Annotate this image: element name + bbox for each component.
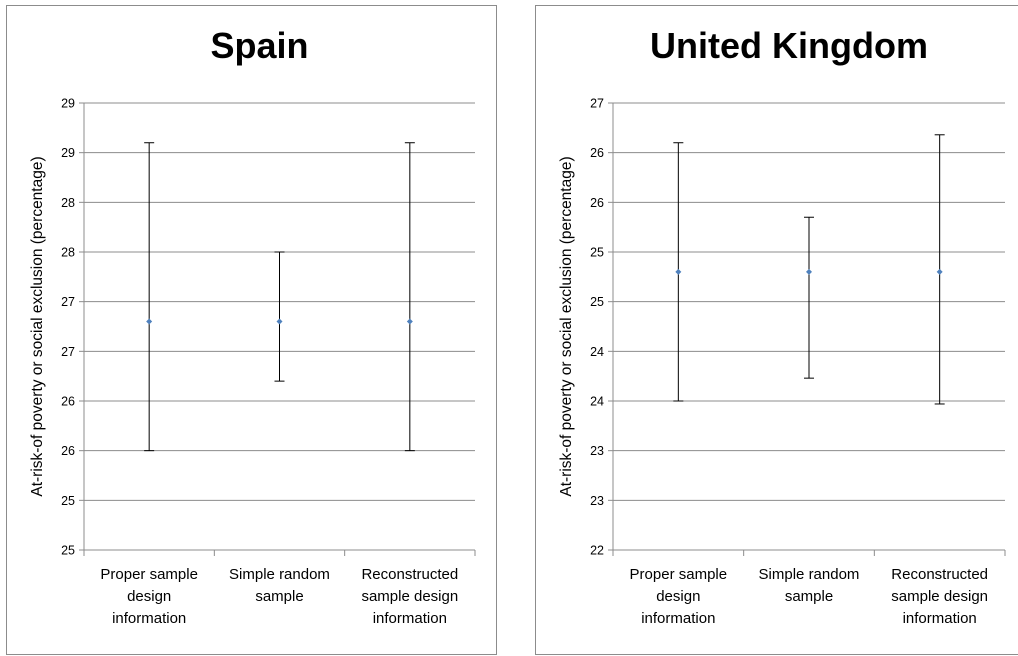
y-tick-label: 26	[61, 395, 75, 409]
category-label: Proper sample design information	[630, 566, 728, 627]
category-label-line: Simple random	[229, 566, 330, 583]
y-tick-label: 24	[590, 395, 604, 409]
y-tick-label: 27	[61, 295, 75, 309]
category-label-line: sample	[255, 588, 303, 605]
category-label-line: design	[656, 588, 700, 605]
y-tick-label: 24	[590, 345, 604, 359]
chart-title: United Kingdom	[650, 25, 928, 66]
category-label-line: information	[903, 610, 977, 627]
data-point	[146, 318, 153, 325]
category-label-line: sample design	[361, 588, 458, 605]
y-tick-label: 28	[61, 196, 75, 210]
category-label-line: Reconstructed	[361, 566, 458, 583]
chart-panel-spain: Spain 29 29 28 28 27 27 26 26 25 25 Proper sample de…	[6, 5, 497, 655]
y-tick-label: 25	[590, 295, 604, 309]
category-label: Reconstructed sample design information	[361, 566, 458, 627]
category-label-line: sample	[785, 588, 833, 605]
chart-svg-spain: Spain 29 29 28 28 27 27 26 26 25 25 Proper sample de…	[29, 25, 476, 627]
category-label-line: Proper sample	[100, 566, 198, 583]
y-tick-label: 26	[61, 444, 75, 458]
category-label: Simple random sample	[229, 566, 330, 605]
y-tick-label: 27	[590, 97, 604, 111]
data-point	[675, 268, 682, 275]
category-label: Simple random sample	[759, 566, 860, 605]
category-label-line: information	[112, 610, 186, 627]
category-label-line: sample design	[891, 588, 988, 605]
y-tick-label: 27	[61, 345, 75, 359]
y-axis-label: At-risk-of poverty or social exclusion (…	[29, 156, 46, 496]
category-label: Proper sample design information	[100, 566, 198, 627]
category-label-line: design	[127, 588, 171, 605]
y-axis-label: At-risk-of poverty or social exclusion (…	[558, 156, 575, 496]
y-tick-label: 26	[590, 196, 604, 210]
y-tick-label: 26	[590, 146, 604, 160]
data-point	[276, 318, 283, 325]
y-tick-label: 28	[61, 246, 75, 260]
y-tick-label: 25	[61, 494, 75, 508]
y-tick-label: 29	[61, 146, 75, 160]
y-tick-label: 23	[590, 494, 604, 508]
category-label-line: Reconstructed	[891, 566, 988, 583]
y-tick-label: 22	[590, 544, 604, 558]
category-label-line: Simple random	[759, 566, 860, 583]
category-label: Reconstructed sample design information	[891, 566, 988, 627]
chart-panel-united-kingdom: United Kingdom 27 26 26 25 25 24 24 23 23 22 Proper…	[535, 5, 1018, 655]
y-tick-label: 25	[590, 246, 604, 260]
chart-title: Spain	[210, 25, 308, 66]
y-tick-label: 29	[61, 97, 75, 111]
data-point	[806, 268, 812, 275]
category-label-line: information	[641, 610, 715, 627]
data-point	[406, 318, 413, 325]
y-tick-label: 25	[61, 544, 75, 558]
category-label-line: Proper sample	[630, 566, 728, 583]
data-point	[936, 268, 943, 275]
chart-svg-united-kingdom: United Kingdom 27 26 26 25 25 24 24 23 23 22 Proper…	[558, 25, 1006, 627]
category-label-line: information	[373, 610, 447, 627]
y-tick-label: 23	[590, 444, 604, 458]
